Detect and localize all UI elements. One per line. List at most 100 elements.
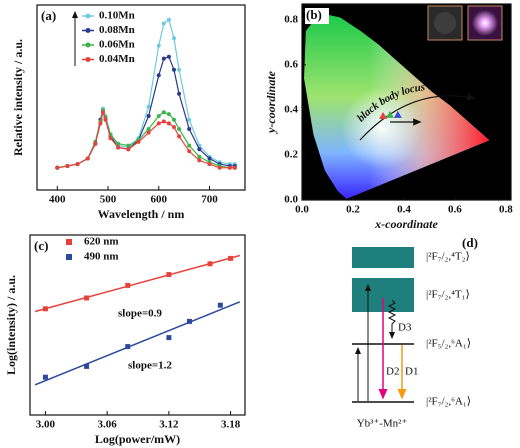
transition-label: D1 [405,366,418,378]
x-axis-label: Log(power/mW) [95,432,180,446]
point [166,272,172,278]
point [156,114,161,118]
point [146,104,151,109]
x-tick-label: 0.4 [397,204,411,216]
x-tick-label: 0.2 [346,204,360,216]
legend-label: 620 nm [84,236,119,248]
chromaticity-region [304,13,490,199]
point [161,21,166,26]
point [171,36,176,41]
point [177,67,182,72]
point [166,54,171,59]
legend-marker [66,239,72,245]
x-tick-label: 0.0 [295,204,309,216]
legend-label: 490 nm [84,251,119,263]
point [197,147,202,152]
point [171,125,176,130]
panel-label-box [305,8,329,24]
point [116,141,121,146]
legend-marker [85,13,91,19]
point [42,306,48,312]
point [166,17,171,22]
x-tick-label: 600 [151,194,168,206]
series-line [57,56,235,169]
panel-label: (a) [41,8,56,23]
plot-frame [29,234,246,416]
point [177,91,182,96]
y-tick-label: 0.6 [284,58,298,70]
transition-label: D2 [386,366,399,378]
point [136,139,141,144]
x-tick-label: 400 [49,194,66,206]
point [85,156,90,161]
inset-photo-spot [472,10,498,36]
point [108,136,113,141]
point [55,165,60,170]
y-axis-label: Relative intensity / a.u. [11,39,25,156]
x-axis-label: x-coordinate [374,217,438,231]
point [65,163,70,168]
point [146,130,151,135]
level-label: |²F₅/₂,⁶A₁⟩ [426,338,471,350]
relaxation-arrow [387,299,397,339]
annotation: slope=1.2 [128,360,172,372]
locus-curve [359,93,476,141]
point [379,111,388,119]
point [42,374,48,380]
point [232,165,237,170]
point [156,73,161,78]
panel-label: (c) [34,238,48,253]
y-axis-label: Log(intensity) / a.u. [4,275,18,375]
fit-line [34,301,241,386]
legend-marker [85,42,91,48]
point [125,282,131,288]
point [93,141,98,146]
point [187,117,192,122]
point [146,114,151,118]
point [116,145,121,150]
point [197,154,202,159]
point [393,110,402,118]
x-tick-label: 700 [201,194,218,206]
x-axis-label: Wavelength / nm [98,207,185,221]
point [126,143,131,148]
legend-label: 0.04Mn [99,53,135,65]
point [75,162,80,167]
y-tick-label: 0.8 [284,13,298,25]
point [166,112,171,117]
x-tick-label: 0.8 [499,204,513,216]
point [187,149,192,154]
panel-label: (d) [462,235,478,250]
legend-label: 0.08Mn [99,24,135,36]
point [166,121,171,126]
x-tick-label: 3.12 [159,419,179,431]
point [228,255,234,261]
y-axis-label: y-coordinate [264,70,278,135]
point [171,67,176,72]
y-tick-label: 0.2 [284,148,298,160]
energy-diagram: (d) |²F₇/₂,⁴T₂⟩ |²F₇/₂,⁴T₁⟩ |²F₅/₂,⁶A₁⟩ … [352,235,478,430]
y-tick-label: 0.4 [284,103,298,115]
point [126,147,131,152]
x-tick-label: 500 [100,194,117,206]
point [385,110,394,118]
series-line [57,18,235,169]
point [161,110,166,115]
level-label: |²F₇/₂,⁴T₁⟩ [426,289,470,301]
point [161,56,166,61]
point [98,121,103,126]
x-tick-label: 3.00 [36,419,56,431]
point [125,344,131,350]
panel: 400 500 600 700 0.10Mn 0.08Mn 0.06Mn 0.04Mn Wave… [11,4,246,221]
fit-line [34,254,241,313]
point [207,162,212,167]
level-label: |²F₇/₂,⁶A₁⟩ [426,396,471,408]
legend-label: 0.10Mn [99,10,135,22]
y-tick-label: 0.0 [284,194,298,206]
point [100,110,105,115]
point [217,165,222,170]
plot-frame [301,3,512,201]
transition-label: D3 [398,322,412,334]
point [166,335,172,341]
